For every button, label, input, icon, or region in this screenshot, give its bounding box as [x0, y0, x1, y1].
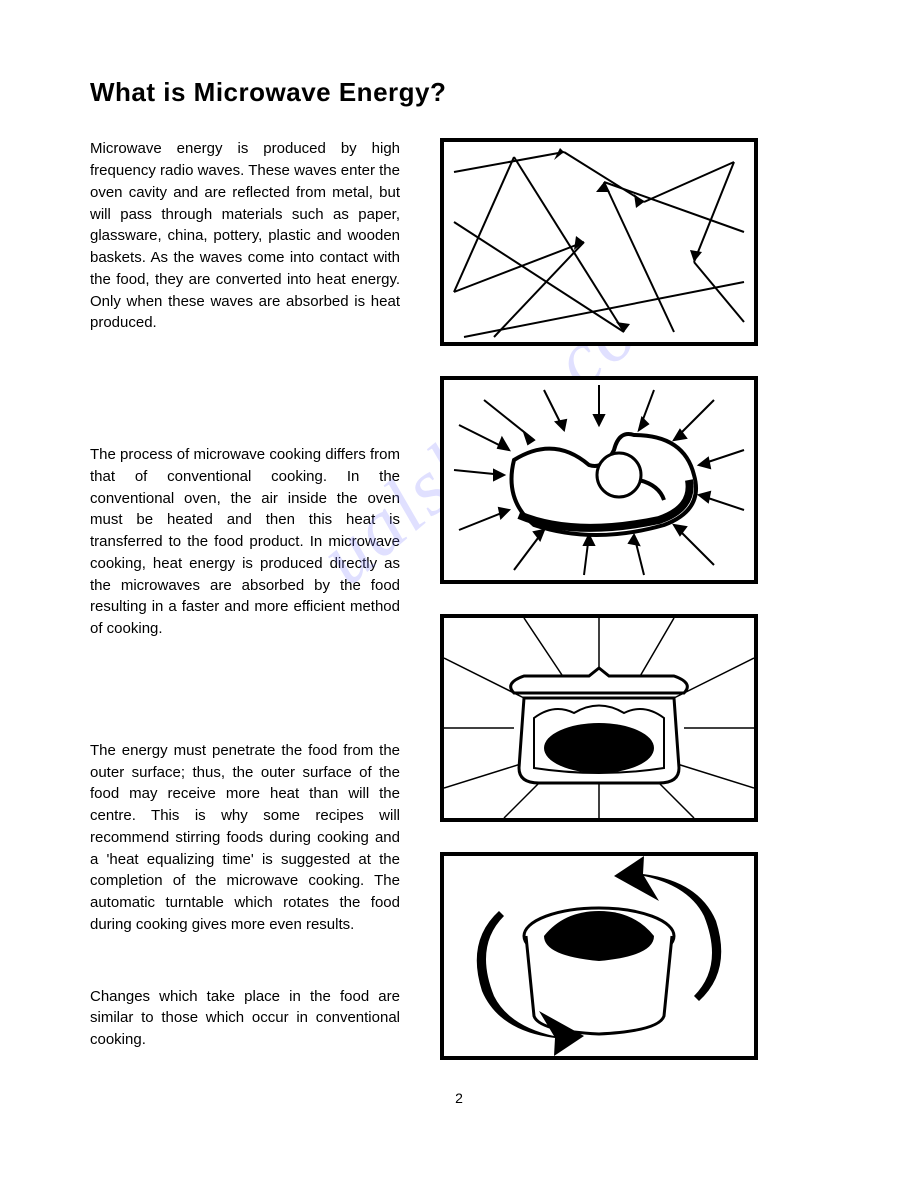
paragraph-2: The process of microwave cooking differs…	[90, 444, 400, 640]
text-column: Microwave energy is produced by high fre…	[90, 138, 400, 1060]
illustration-column	[440, 138, 828, 1060]
content-layout: Microwave energy is produced by high fre…	[90, 138, 828, 1060]
illustration-food-absorbing	[440, 376, 758, 584]
paragraph-3: The energy must penetrate the food from …	[90, 740, 400, 936]
document-page: ualshive.com What is Microwave Energy? M…	[0, 0, 918, 1146]
illustration-dish-radiating	[440, 614, 758, 822]
illustration-waves-bouncing	[440, 138, 758, 346]
illustration-turntable-rotation	[440, 852, 758, 1060]
page-number: 2	[90, 1090, 828, 1106]
paragraph-1: Microwave energy is produced by high fre…	[90, 138, 400, 334]
paragraph-4: Changes which take place in the food are…	[90, 986, 400, 1051]
page-title: What is Microwave Energy?	[90, 77, 828, 108]
